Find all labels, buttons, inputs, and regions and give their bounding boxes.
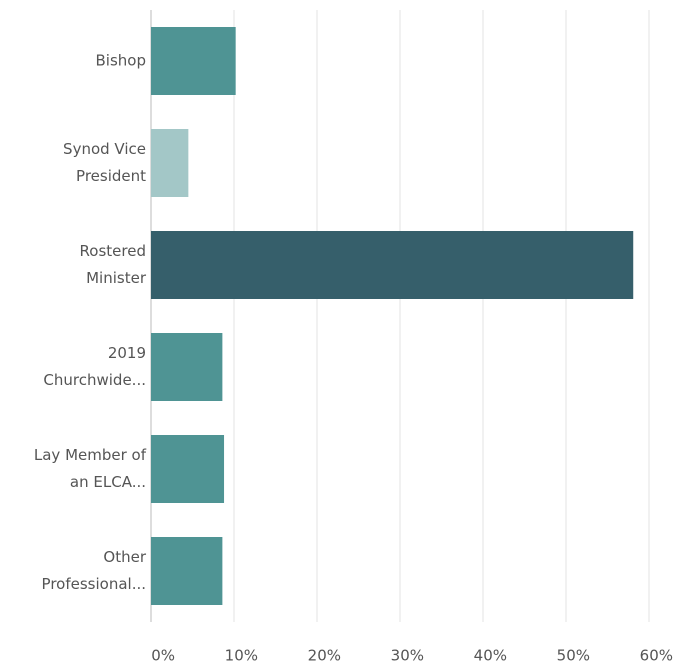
y-tick-label: Professional... [42,575,146,593]
y-tick-label: an ELCA... [70,473,146,491]
bar [151,537,223,605]
x-tick-label: 50% [557,647,590,663]
y-tick-label: Rostered [80,242,146,260]
bar [151,435,225,503]
bar [151,231,634,299]
y-tick-label: Churchwide... [43,371,146,389]
bar [151,333,223,401]
bar [151,27,236,95]
y-tick-label: Minister [86,269,147,287]
y-tick-label: 2019 [108,344,146,362]
x-tick-label: 0% [151,647,175,663]
x-tick-label: 10% [225,647,258,663]
y-tick-label: Bishop [96,52,146,70]
bar [151,129,189,197]
x-tick-label: 20% [308,647,341,663]
x-tick-label: 60% [640,647,673,663]
y-tick-label: Other [103,548,146,566]
x-tick-label: 30% [391,647,424,663]
y-tick-label: President [76,167,146,185]
y-tick-label: Synod Vice [63,140,146,158]
y-tick-label: Lay Member of [34,446,147,464]
x-tick-label: 40% [474,647,507,663]
